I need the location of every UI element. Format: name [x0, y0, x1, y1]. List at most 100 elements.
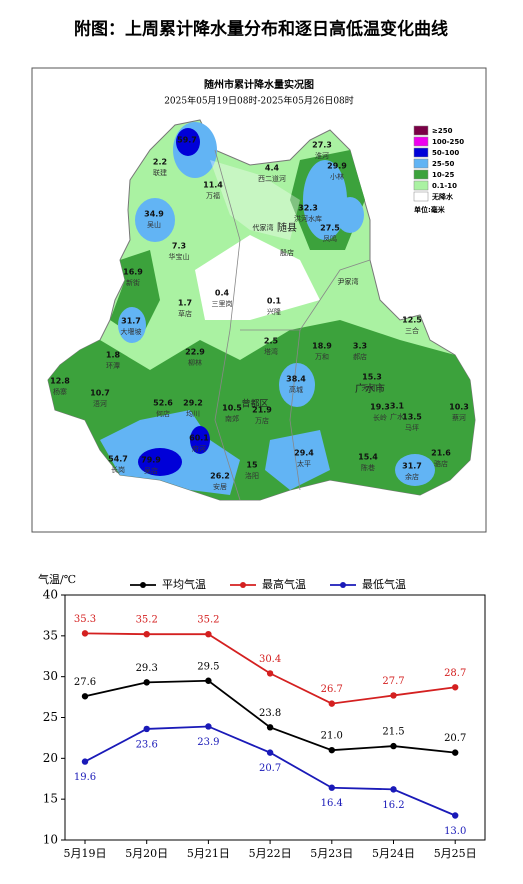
data-label: 26.7 — [321, 684, 343, 695]
station-name: 郝店 — [353, 352, 367, 361]
x-tick-label: 5月25日 — [434, 847, 477, 860]
station-value: 15.4 — [358, 453, 378, 462]
data-label: 16.4 — [321, 798, 343, 809]
data-label: 21.5 — [382, 727, 404, 738]
x-tick-label: 5月20日 — [125, 847, 168, 860]
station-value: 54.7 — [108, 455, 128, 464]
data-point — [205, 631, 212, 638]
data-label: 29.5 — [197, 661, 219, 672]
x-tick-label: 5月22日 — [249, 847, 292, 860]
station-value: 3.3 — [353, 342, 367, 351]
station-value: 7.3 — [172, 242, 186, 251]
legend-label: 50-100 — [432, 149, 459, 157]
station-name: 洛阳 — [245, 471, 259, 480]
place-name: 广水市 — [355, 382, 385, 395]
legend-unit: 单位:毫米 — [414, 205, 446, 214]
station-name: 西二道河 — [258, 174, 286, 183]
legend-label: 最高气温 — [262, 577, 306, 591]
legend-swatch — [413, 169, 429, 180]
data-point — [143, 725, 150, 733]
legend-marker — [140, 582, 146, 588]
station-name: 广水 — [390, 412, 404, 421]
station-value: 4.4 — [265, 164, 280, 173]
station-value: 1.7 — [178, 299, 192, 308]
station-value: 22.9 — [185, 348, 205, 357]
station-name: 三里岗 — [212, 300, 233, 308]
legend-label: 25-50 — [432, 160, 455, 168]
station-name: 天河口 — [362, 384, 383, 392]
station-value: 29.4 — [294, 449, 314, 458]
station-name: 长岭 — [373, 413, 387, 422]
station-value: 1.8 — [106, 351, 121, 360]
station-name: 兴隆 — [267, 307, 281, 316]
station-value: 52.6 — [153, 399, 173, 408]
data-point — [328, 746, 335, 754]
station-value: 79.9 — [141, 456, 161, 465]
station-value: 16.9 — [123, 268, 143, 277]
station-value: 12.8 — [50, 377, 70, 386]
y-tick-label: 40 — [43, 588, 58, 602]
data-point — [205, 677, 212, 684]
legend-label: 无降水 — [431, 192, 454, 201]
station-name: 南郊 — [225, 414, 239, 423]
x-tick-label: 5月21日 — [187, 847, 230, 860]
station-name: 凤鸣 — [323, 234, 337, 243]
data-point — [452, 749, 459, 756]
station-value: 3.1 — [390, 402, 405, 411]
station-value: 11.4 — [203, 181, 223, 190]
station-value: 27.5 — [320, 224, 340, 233]
data-label: 20.7 — [444, 733, 466, 744]
station-name: 三合 — [405, 326, 419, 335]
station-value: 10.5 — [222, 404, 242, 413]
station-name: 均川 — [186, 409, 200, 418]
data-label: 35.3 — [74, 614, 96, 625]
place-name: 殷店 — [280, 248, 294, 257]
station-value: 18.9 — [312, 342, 332, 351]
station-value: 59.7 — [177, 136, 197, 145]
data-label: 23.8 — [259, 708, 281, 719]
data-label: 16.2 — [382, 800, 404, 811]
legend-label: 10-25 — [432, 171, 455, 179]
legend-label: ≥250 — [432, 127, 453, 135]
station-name: 浯河 — [93, 399, 107, 408]
data-label: 13.0 — [444, 826, 466, 837]
legend-swatch — [413, 125, 429, 136]
station-value: 10.3 — [449, 403, 469, 412]
y-tick-label: 20 — [43, 751, 58, 765]
station-value: 10.7 — [90, 389, 110, 398]
y-axis-label: 气温/℃ — [38, 572, 76, 586]
legend-swatch — [413, 136, 429, 147]
page-title: 附图：上周累计降水量分布和逐日高低温变化曲线 — [74, 19, 448, 40]
data-point — [328, 784, 335, 791]
data-point — [266, 724, 274, 731]
station-name: 小林 — [330, 172, 344, 181]
map-title: 随州市累计降水量实况图 — [204, 78, 314, 91]
data-point — [390, 786, 397, 793]
data-point — [143, 631, 150, 638]
legend-marker — [240, 582, 246, 588]
station-name: 太平 — [297, 459, 311, 468]
station-name: 塔湾 — [264, 347, 278, 356]
station-name: 万和 — [315, 352, 329, 361]
data-label: 28.7 — [444, 668, 466, 679]
station-value: 15.3 — [362, 373, 382, 382]
y-tick-label: 10 — [43, 833, 58, 847]
station-value: 38.4 — [286, 375, 306, 384]
station-value: 19.3 — [370, 403, 390, 412]
data-point — [205, 723, 212, 730]
station-name: 洪河水库 — [294, 214, 322, 223]
data-label: 19.6 — [74, 772, 96, 783]
station-name: 大堰坡 — [121, 327, 142, 336]
data-point — [328, 700, 335, 707]
data-point — [452, 684, 459, 691]
station-name: 吴山 — [147, 220, 161, 229]
station-name: 吴店 — [144, 466, 158, 475]
data-point — [266, 749, 274, 756]
data-label: 23.9 — [197, 737, 219, 748]
legend-label: 最低气温 — [362, 577, 406, 591]
station-value: 31.7 — [402, 462, 422, 471]
station-name: 草店 — [178, 309, 192, 318]
map-subtitle: 2025年05月19日08时-2025年05月26日08时 — [164, 95, 354, 107]
data-label: 21.0 — [321, 731, 343, 742]
